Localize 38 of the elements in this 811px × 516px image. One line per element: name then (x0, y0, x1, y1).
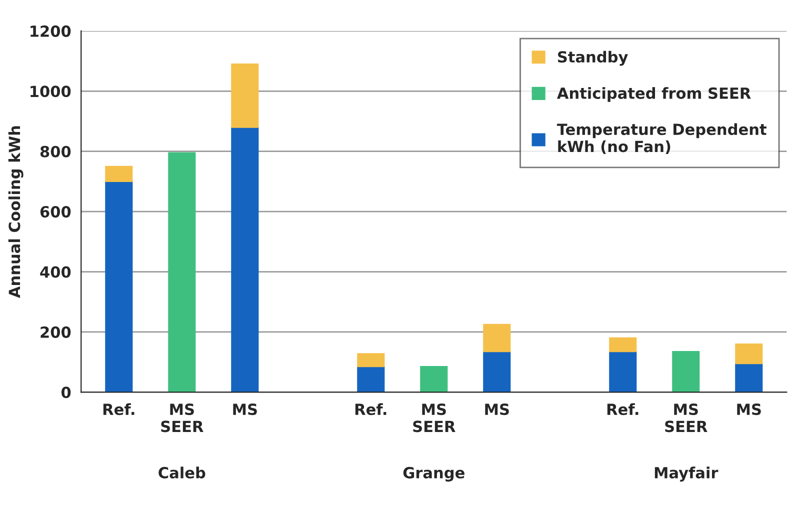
text: Mayfair (654, 466, 718, 482)
legend-label: Temperature Dependent kWh (no Fan) (556, 123, 766, 154)
bar (231, 64, 259, 128)
y-tick-label: 200 (40, 326, 71, 338)
y-tick-label: 400 (40, 266, 71, 278)
x-tick-label: MS (485, 404, 509, 416)
x-tick-label: Ref. (607, 403, 638, 416)
bar (357, 353, 385, 368)
x-tick-label: Ref. (355, 403, 386, 416)
bar (168, 152, 196, 392)
bar (672, 350, 700, 392)
x-tick-label: MS SEER (665, 404, 708, 432)
y-tick-label: 1000 (30, 86, 71, 98)
y-tick-label: 600 (40, 206, 71, 218)
bar (105, 180, 133, 392)
x-tick-label: MS (233, 404, 257, 416)
bar (735, 363, 763, 392)
legend-label: Standby (558, 50, 628, 66)
bar (231, 126, 259, 392)
y-tick-label: 0 (61, 386, 71, 398)
bar (609, 350, 637, 392)
bar (357, 366, 385, 392)
y-axis-title: Annual Cooling kWh (8, 126, 24, 298)
bar (609, 337, 637, 352)
x-tick-label: MS SEER (161, 404, 204, 432)
y-tick-label: 800 (40, 146, 71, 158)
x-tick-label: MS SEER (413, 404, 456, 432)
y-tick-label: 1200 (30, 25, 71, 37)
x-tick-label: MS (737, 404, 761, 416)
bar (420, 366, 448, 392)
text: Caleb (158, 466, 206, 478)
bar (483, 324, 511, 352)
bar (735, 343, 763, 364)
text: Grange (403, 466, 464, 482)
legend-label: Anticipated from SEER (556, 87, 751, 102)
bar (105, 166, 133, 182)
x-tick-label: Ref. (103, 403, 134, 416)
bar (483, 350, 511, 392)
